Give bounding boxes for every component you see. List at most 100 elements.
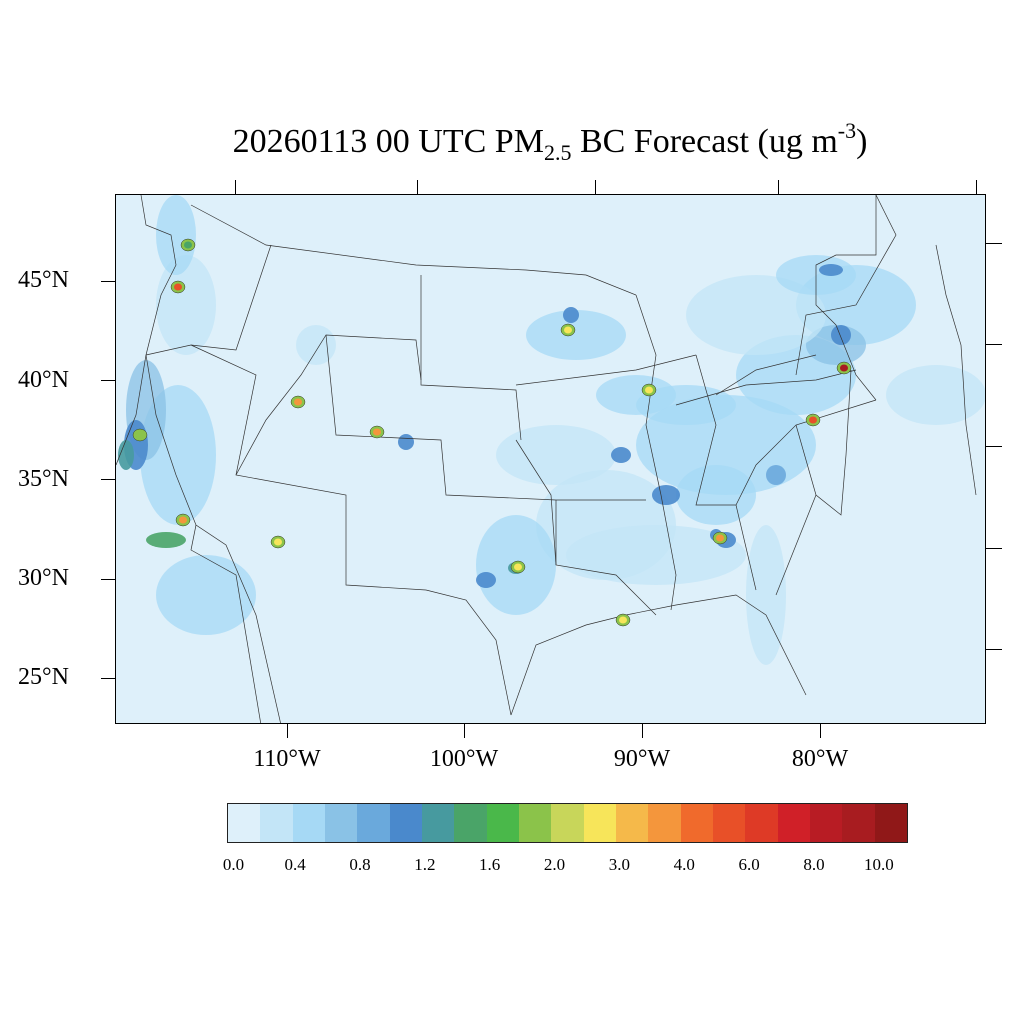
- colorbar-swatch: [551, 804, 584, 842]
- colorbar-swatch: [615, 804, 649, 842]
- lat-label-35: 35°N: [18, 466, 69, 492]
- tick-left-30: [101, 579, 115, 580]
- concentration-field: [118, 195, 985, 665]
- pm-region: [526, 310, 626, 360]
- tick-right-2: [986, 344, 1002, 345]
- pm-region: [156, 255, 216, 355]
- state-boundary: [675, 369, 857, 406]
- pm-patch: [831, 325, 851, 345]
- hotspot-core: [619, 616, 627, 624]
- pm-patch: [652, 485, 680, 505]
- hotspot-core: [716, 534, 724, 542]
- pm-region: [676, 465, 756, 525]
- pm-patch: [146, 532, 186, 548]
- pm-region: [296, 325, 336, 365]
- map-panel: [115, 194, 986, 724]
- hotspot-core: [514, 563, 522, 571]
- lon-label-80: 80°W: [791, 746, 849, 772]
- pm-region: [156, 195, 196, 275]
- colorbar-swatch: [228, 804, 261, 842]
- colorbar-swatch: [292, 804, 325, 842]
- tick-bottom-100: [464, 724, 465, 738]
- colorbar-swatch: [648, 804, 681, 842]
- colorbar-swatch: [421, 804, 455, 842]
- boundaries: [116, 195, 977, 723]
- pm-region: [596, 375, 676, 415]
- hotspot-core: [274, 538, 282, 546]
- state-boundary: [795, 369, 852, 516]
- lon-label-90: 90°W: [613, 746, 671, 772]
- pm-region: [566, 525, 746, 585]
- tick-right-5: [986, 649, 1002, 650]
- hotspot-core: [136, 431, 144, 439]
- colorbar-tick-label: 4.0: [673, 855, 695, 874]
- pm-region: [746, 525, 786, 665]
- state-boundary: [116, 195, 177, 466]
- pm-patch: [118, 440, 134, 470]
- colorbar-swatch: [260, 804, 293, 842]
- colorbar-tick-label: 2.0: [543, 855, 566, 874]
- colorbar-tick-label: 0.8: [349, 855, 371, 874]
- state-boundary: [425, 589, 512, 716]
- lat-label-30: 30°N: [18, 565, 69, 591]
- pm-patch: [398, 434, 414, 450]
- hotspot-core: [373, 428, 381, 436]
- colorbar: [227, 803, 908, 843]
- pm-patch: [819, 264, 843, 276]
- state-boundary: [715, 354, 817, 396]
- pm-region: [156, 555, 256, 635]
- pm-patch: [611, 447, 631, 463]
- state-boundary: [190, 344, 427, 591]
- state-boundary: [815, 195, 877, 401]
- colorbar-swatch: [486, 804, 519, 842]
- colorbar-swatch: [809, 804, 843, 842]
- colorbar-tick-label: 1.6: [479, 855, 501, 874]
- hotspot-core: [840, 364, 848, 372]
- tick-left-25: [101, 678, 115, 679]
- colorbar-swatch: [324, 804, 358, 842]
- state-boundary: [325, 334, 646, 501]
- state-boundary: [515, 354, 697, 386]
- lat-label-40: 40°N: [18, 367, 69, 393]
- state-boundary: [190, 524, 262, 723]
- colorbar-swatch: [874, 804, 907, 842]
- state-boundary: [775, 494, 817, 596]
- state-boundary: [190, 204, 637, 296]
- lat-label-45: 45°N: [18, 267, 69, 293]
- pm-patch: [476, 572, 496, 588]
- colorbar-tick-label: 10.0: [863, 855, 894, 874]
- tick-top-1: [235, 180, 236, 194]
- hotspot-core: [184, 241, 192, 249]
- tick-left-40: [101, 380, 115, 381]
- pm-patch: [563, 307, 579, 323]
- colorbar-tick-label: 6.0: [738, 855, 760, 874]
- tick-top-5: [976, 180, 977, 194]
- pm-region: [886, 365, 985, 425]
- tick-left-45: [101, 281, 115, 282]
- colorbar-tick-label: 1.2: [414, 855, 436, 874]
- colorbar-swatch: [745, 804, 778, 842]
- us-map: [116, 195, 985, 723]
- hotspot-core: [645, 386, 653, 394]
- tick-bottom-90: [642, 724, 643, 738]
- tick-left-35: [101, 479, 115, 480]
- colorbar-swatch: [389, 804, 422, 842]
- colorbar-swatch: [454, 804, 487, 842]
- state-boundary: [420, 275, 522, 441]
- colorbar-swatch: [712, 804, 746, 842]
- hotspot-core: [809, 416, 817, 424]
- tick-bottom-110: [287, 724, 288, 738]
- lat-label-25: 25°N: [18, 664, 69, 690]
- colorbar-swatch: [583, 804, 616, 842]
- state-boundary: [235, 334, 422, 476]
- pm-region: [496, 425, 616, 485]
- pm-patch: [766, 465, 786, 485]
- tick-bottom-80: [820, 724, 821, 738]
- colorbar-swatch: [357, 804, 390, 842]
- colorbar-tick-label: 3.0: [608, 855, 630, 874]
- tick-top-2: [417, 180, 418, 194]
- colorbar-swatch: [777, 804, 810, 842]
- state-boundary: [510, 594, 807, 716]
- state-boundary: [735, 504, 757, 591]
- colorbar-swatch: [680, 804, 713, 842]
